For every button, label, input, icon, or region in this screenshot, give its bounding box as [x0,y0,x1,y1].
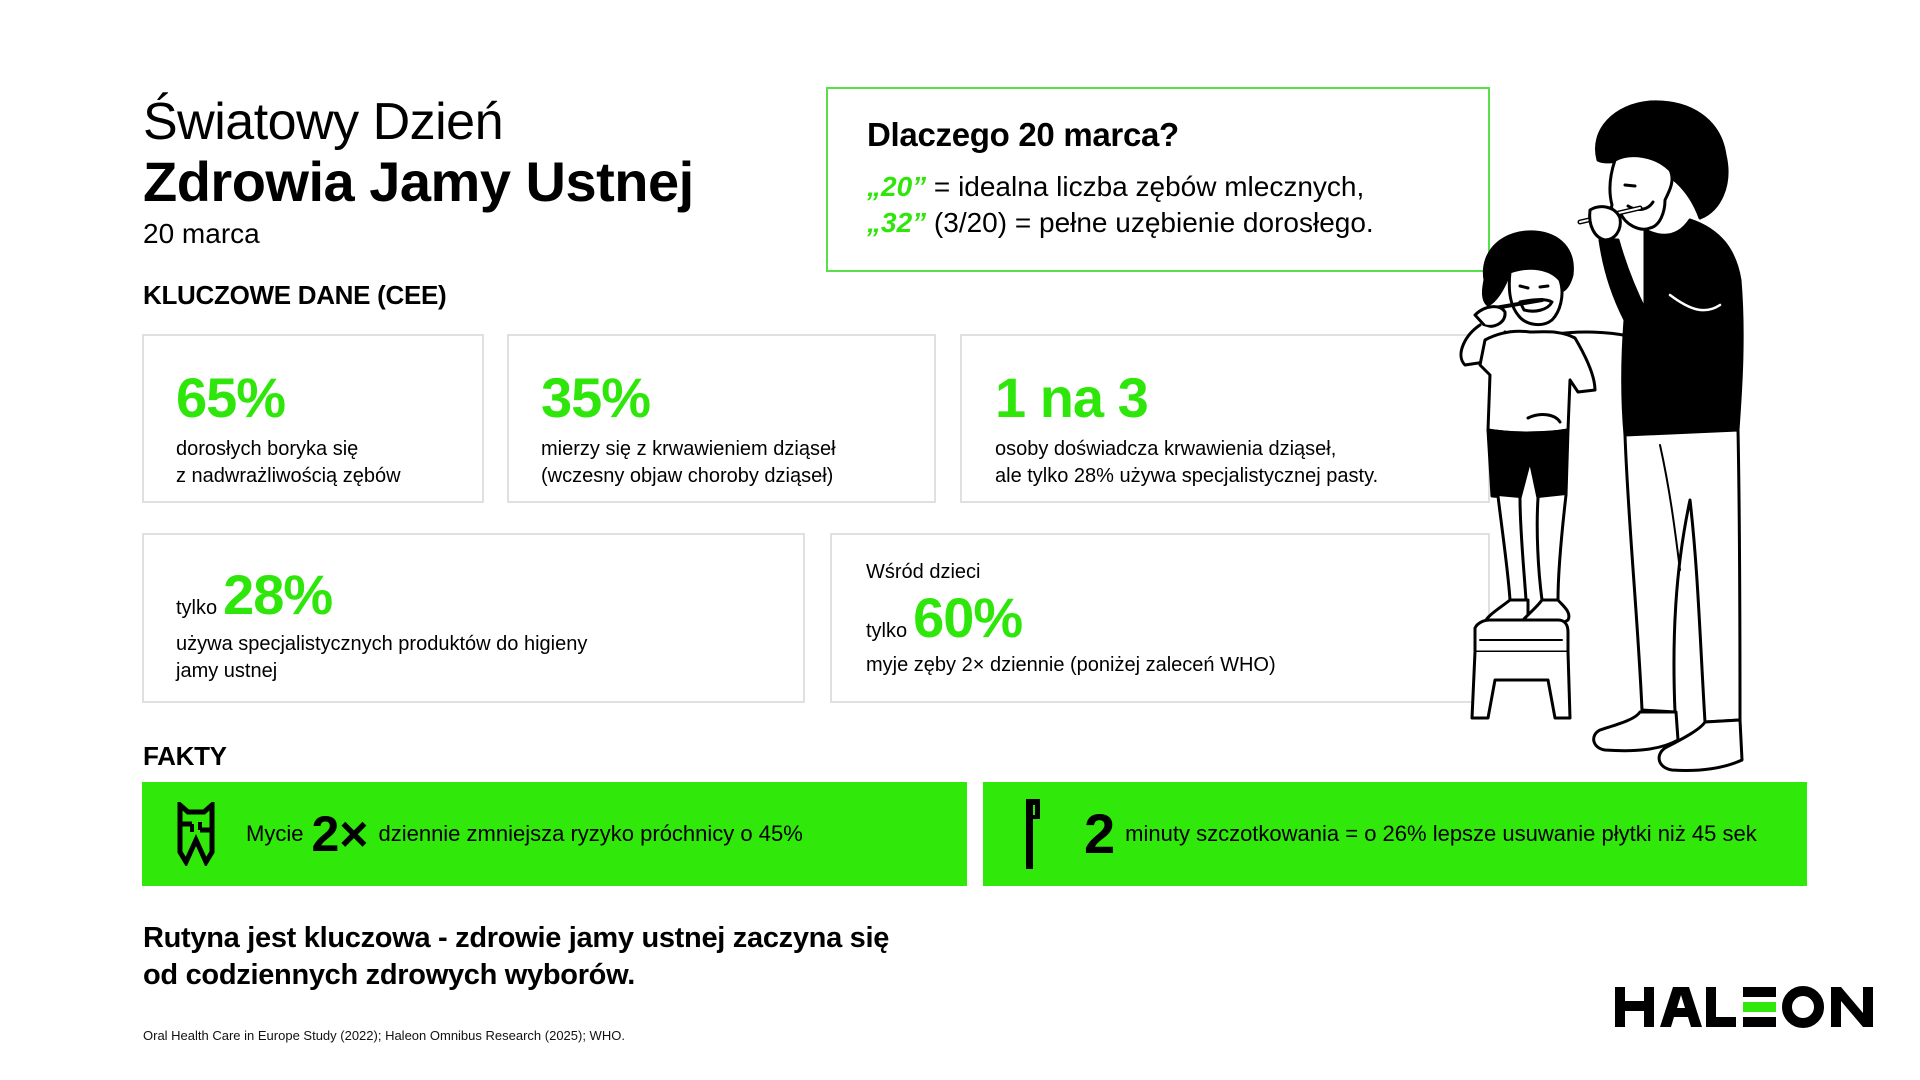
stat-value: 60% [913,586,1023,649]
fact-bar-two-minutes: 2 minuty szczotkowania = o 26% lepsze us… [983,782,1807,886]
stat-desc-line: jamy ustnej [176,660,278,682]
fact-text: dziennie zmniejsza ryzyko próchnicy o 45… [378,821,803,846]
stat-prefix: tylko [866,620,908,642]
stat-value: 28% [223,563,333,626]
stat-desc-line: myje zęby 2× dziennie (poniżej zaleceń W… [866,654,1276,676]
stat-desc-line: mierzy się z krwawieniem dziąseł [541,438,836,460]
stat-desc-line: osoby doświadcza krwawienia dziąseł, [995,438,1337,460]
stat-card-sensitivity: 65% dorosłych boryka się z nadwrażliwośc… [142,334,484,503]
tooth-icon [176,799,216,868]
toothbrush-icon [1026,799,1042,869]
key-data-heading: KLUCZOWE DANE (CEE) [143,280,447,310]
tagline-line-1: Rutyna jest kluczowa - zdrowie jamy ustn… [143,922,890,954]
fact-big-number: 2× [311,806,369,862]
why-box-title: Dlaczego 20 marca? [867,116,1179,153]
event-date: 20 marca [143,218,260,249]
why-line-1: „20” = idealna liczba zębów mlecznych, [867,169,1488,205]
stat-card-gum-bleeding: 35% mierzy się z krwawieniem dziąseł (wc… [507,334,936,503]
source-citation: Oral Health Care in Europe Study (2022);… [143,1028,625,1043]
haleon-logo [1615,986,1873,1028]
fact-pre: Mycie [246,821,304,846]
tagline-line-2: od codziennych zdrowych wyborów. [143,959,636,991]
facts-heading: FAKTY [143,741,227,771]
stat-value-row: tylko 28% [176,565,803,625]
fact-text: minuty szczotkowania = o 26% lepsze usuw… [1125,821,1757,846]
why-line-2-text: (3/20) = pełne uzębienie dorosłego. [926,207,1374,238]
stat-card-one-in-three: 1 na 3 osoby doświadcza krwawienia dziąs… [960,334,1490,503]
fact-bar-brushing-twice: Mycie 2× dziennie zmniejsza ryzyko próch… [142,782,967,886]
stat-intro: Wśród dzieci [866,561,981,583]
stat-desc-line: (wczesny objaw choroby dziąseł) [541,465,834,487]
stat-card-specialist-products: tylko 28% używa specjalistycznych produk… [142,533,805,703]
stat-value: 65% [176,366,286,429]
stat-card-children-brushing: Wśród dzieci tylko 60% myje zęby 2× dzie… [830,533,1490,703]
stat-desc-line: ale tylko 28% używa specjalistycznej pas… [995,465,1379,487]
why-line-2-highlight: „32” [867,207,927,238]
why-march-20-box: Dlaczego 20 marca? „20” = idealna liczba… [826,87,1490,272]
stat-prefix: tylko [176,597,218,619]
page-title-line1: Światowy Dzień [143,93,504,151]
fact-big-number: 2 [1084,802,1116,865]
stat-value: 1 na 3 [995,366,1149,429]
why-line-1-highlight: „20” [867,171,927,202]
stat-value: 35% [541,366,651,429]
stat-desc-line: z nadwrażliwością zębów [176,465,401,487]
page-title-line2: Zdrowia Jamy Ustnej [143,150,694,213]
family-brushing-illustration [1450,100,1790,790]
tagline: Rutyna jest kluczowa - zdrowie jamy ustn… [143,920,889,994]
stat-desc-line: dorosłych boryka się [176,438,359,460]
stat-value-row: tylko 60% [866,588,1488,648]
why-line-2: „32” (3/20) = pełne uzębienie dorosłego. [867,205,1488,241]
why-line-1-text: = idealna liczba zębów mlecznych, [926,171,1365,202]
stat-desc-line: używa specjalistycznych produktów do hig… [176,633,588,655]
